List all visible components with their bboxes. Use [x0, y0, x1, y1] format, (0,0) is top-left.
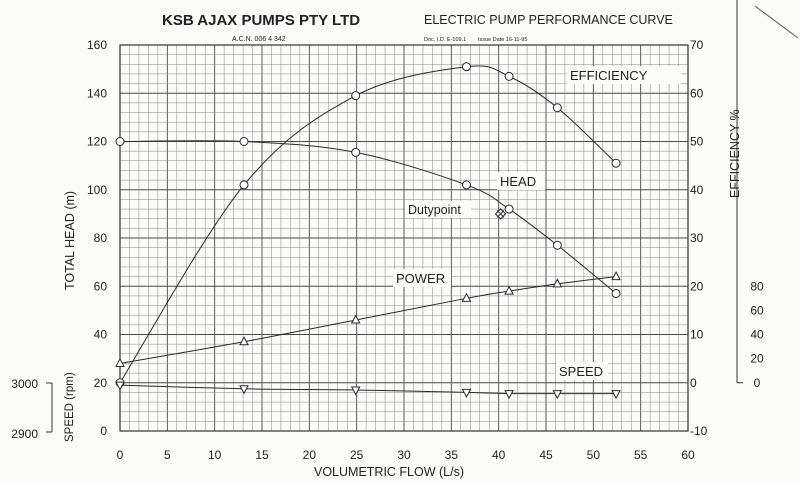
x-tick-label: 55 — [634, 448, 648, 462]
speed-point — [552, 390, 563, 400]
chart-labels: HEAD EFFICIENCY POWER SPEED Dutypoint — [393, 66, 681, 380]
left-tick-label: 80 — [94, 231, 108, 245]
left-tick-label: 100 — [87, 183, 107, 197]
power-tick-label: 0 — [754, 376, 761, 390]
speed-point — [239, 385, 249, 395]
x-tick-label: 40 — [492, 448, 506, 462]
x-tick-label: 25 — [350, 448, 364, 462]
speed-label-box — [556, 362, 608, 380]
x-tick-label: 35 — [445, 448, 459, 462]
power-point — [461, 292, 472, 302]
right-tick-label: 20 — [690, 279, 704, 293]
power-point — [504, 285, 514, 295]
head-label-box — [497, 172, 545, 190]
efficiency-point — [239, 180, 249, 190]
dutypoint-label-box — [405, 201, 471, 218]
speed-axis-title: SPEED (rpm) — [64, 372, 76, 442]
head-point — [611, 288, 621, 298]
right-tick-label: 40 — [690, 183, 704, 197]
right-tick-label: 70 — [690, 38, 704, 52]
power-point — [611, 271, 621, 281]
left-tick-label: 140 — [87, 86, 107, 100]
left-tick-label: 160 — [87, 38, 107, 52]
efficiency-point — [461, 62, 471, 72]
doc-id: Doc. I.D. E-109.1 — [424, 37, 466, 43]
x-tick-label: 0 — [117, 448, 124, 462]
efficiency-point — [552, 103, 562, 113]
speed-point — [350, 386, 361, 396]
right-tick-label: 60 — [690, 86, 704, 100]
x-axis-title: VOLUMETRIC FLOW (L/s) — [314, 465, 464, 479]
head-point — [115, 137, 125, 146]
x-tick-label: 45 — [539, 448, 553, 462]
speed-point — [504, 390, 514, 400]
head-curve — [119, 140, 617, 294]
efficiency-label: EFFICIENCY — [570, 68, 648, 83]
right-tick-label: 0 — [690, 376, 697, 390]
head-point — [504, 204, 514, 214]
left-tick-label: 60 — [94, 279, 108, 293]
x-tick-label: 15 — [255, 448, 269, 462]
right-axis-title: EFFICIENCY % — [728, 109, 742, 198]
head-label: HEAD — [500, 174, 536, 189]
power-label: POWER — [396, 271, 445, 286]
x-tick-label: 5 — [164, 448, 171, 462]
right-tick-label: 30 — [690, 231, 704, 245]
power-tick-label: 40 — [750, 328, 764, 342]
efficiency-point — [611, 158, 621, 168]
power-curve — [119, 276, 617, 364]
speed-tick-label: 3000 — [11, 377, 38, 391]
right-tick-label: 50 — [690, 135, 704, 149]
dutypoint-label: Dutypoint — [408, 203, 461, 217]
issue-date: Issue Date 16-11-95 — [478, 37, 527, 43]
left-tick-label: 120 — [87, 135, 107, 149]
speed-point — [461, 388, 472, 398]
dutypoint-cross — [496, 210, 505, 218]
left-tick-label: 20 — [94, 376, 108, 390]
plot-frame — [119, 44, 689, 432]
power-tick-label: 20 — [750, 352, 764, 366]
x-tick-label: 50 — [587, 448, 601, 462]
speed-point — [115, 381, 125, 391]
speed-tick-label: 2900 — [11, 427, 38, 441]
head-point — [552, 240, 562, 250]
efficiency-point — [504, 71, 514, 81]
efficiency-point — [351, 91, 361, 101]
company-name: KSB AJAX PUMPS PTY LTD — [162, 12, 360, 29]
right-tick-label: -10 — [690, 424, 708, 438]
power-tick-label: 80 — [750, 279, 764, 293]
power-label-box — [393, 269, 451, 287]
speed-label: SPEED — [559, 364, 603, 379]
chart-series — [115, 62, 621, 400]
sheet-title: ELECTRIC PUMP PERFORMANCE CURVE — [424, 13, 673, 27]
head-point — [461, 180, 471, 190]
x-tick-label: 20 — [303, 448, 317, 462]
power-point — [115, 357, 125, 367]
efficiency-curve — [119, 65, 617, 384]
power-point — [350, 314, 361, 324]
power-point — [552, 278, 563, 288]
head-point — [239, 137, 249, 146]
right-tick-label: 10 — [690, 328, 704, 342]
x-tick-label: 30 — [397, 448, 411, 462]
left-tick-label: 40 — [94, 328, 108, 342]
speed-curve — [119, 384, 617, 395]
scan-mark — [754, 5, 799, 39]
left-axis-title: TOTAL HEAD (m) — [63, 191, 77, 290]
chart-axes: 0 5 10 15 20 25 30 35 40 45 50 55 600204060801001201… — [11, 0, 764, 462]
power-point — [239, 336, 249, 346]
speed-point — [611, 390, 621, 400]
company-acn: A.C.N. 006 4 342 — [232, 36, 286, 43]
power-tick-label: 60 — [750, 303, 764, 317]
left-tick-label: 0 — [100, 424, 107, 438]
head-point — [351, 147, 361, 157]
x-tick-label: 60 — [681, 448, 695, 462]
efficiency-label-box — [567, 66, 681, 84]
x-tick-label: 10 — [208, 448, 222, 462]
